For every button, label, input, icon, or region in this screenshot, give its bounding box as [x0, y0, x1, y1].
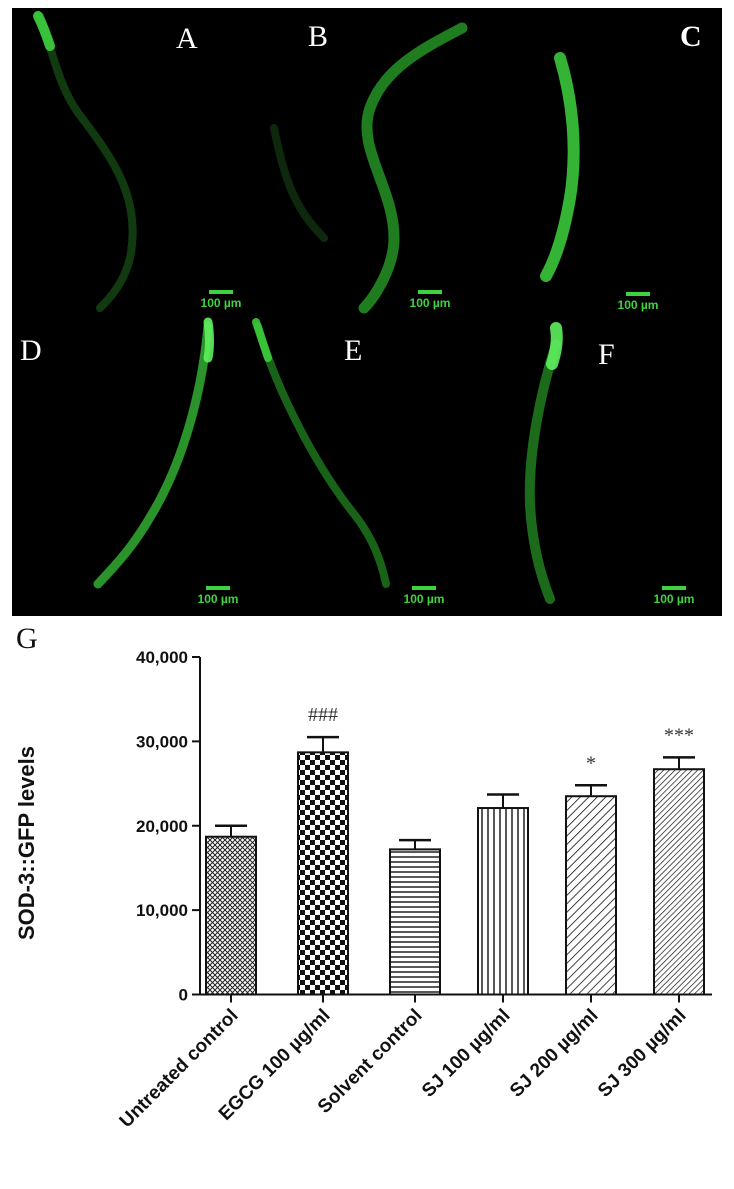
scale-bar-a: 100 µm: [191, 290, 244, 310]
significance-label-6: ***: [664, 724, 694, 746]
chart-panel-label: G: [16, 622, 38, 655]
bar-3: [389, 848, 441, 996]
worm-image-a: [33, 11, 137, 312]
y-axis-title: SOD-3::GFP levels: [14, 746, 39, 940]
scale-text-c: 100 µm: [617, 298, 659, 312]
bar-5: [565, 795, 617, 996]
scale-bar-c: 100 µm: [608, 292, 668, 312]
scale-bar-e: 100 µm: [394, 586, 454, 606]
bar-6: [653, 768, 705, 996]
micrograph-panel-f: F 100 µm: [480, 314, 722, 616]
worm-image-f: [524, 322, 563, 604]
x-tick-label-4: SJ 100 µg/ml: [418, 1005, 515, 1102]
worm-image-b: [270, 22, 468, 314]
y-tick-label: 40,000: [136, 648, 188, 667]
y-tick-label: 0: [179, 986, 188, 1005]
y-tick-label: 10,000: [136, 901, 188, 920]
panel-label-e: E: [344, 334, 363, 367]
panel-label-d: D: [20, 334, 42, 367]
y-tick-label: 30,000: [136, 732, 188, 751]
x-tick-label-6: SJ 300 µg/ml: [594, 1005, 691, 1102]
y-axis-title-wrap: SOD-3::GFP levels: [12, 640, 42, 940]
micrograph-panel-b: B 100 µm: [244, 8, 480, 314]
worm-image-c: [540, 52, 580, 282]
micrograph-panel-d: D 100 µm: [12, 314, 244, 616]
y-tick-label: 20,000: [136, 817, 188, 836]
panel-label-f: F: [598, 338, 615, 371]
significance-label-5: *: [586, 752, 596, 774]
scale-bar-d: 100 µm: [188, 586, 244, 606]
scale-text-a: 100 µm: [200, 296, 242, 310]
scale-text-d: 100 µm: [197, 592, 239, 606]
scale-text-e: 100 µm: [403, 592, 445, 606]
micrograph-panel-c: C 100 µm: [480, 8, 722, 314]
worm-image-e: [252, 318, 390, 588]
x-tick-label-5: SJ 200 µg/ml: [506, 1005, 603, 1102]
panel-label-c: C: [680, 20, 702, 53]
worm-image-d: [93, 317, 214, 589]
micrograph-panel-e: E 100 µm: [244, 314, 480, 616]
bars: ###****: [205, 704, 705, 996]
significance-label-2: ###: [308, 704, 338, 726]
y-axis: 0 10,000 20,000 30,000 40,000: [136, 648, 712, 1005]
scale-bar-f: 100 µm: [644, 586, 704, 606]
bar-4: [477, 807, 529, 996]
panel-label-a: A: [176, 22, 198, 55]
scale-bar-b: 100 µm: [400, 290, 460, 310]
micrograph-panel-a: A 100 µm: [12, 8, 244, 314]
bar-1: [205, 835, 257, 996]
scale-text-f: 100 µm: [653, 592, 695, 606]
panel-label-b: B: [308, 20, 329, 53]
scale-text-b: 100 µm: [409, 296, 451, 310]
bar-2: [297, 751, 349, 996]
